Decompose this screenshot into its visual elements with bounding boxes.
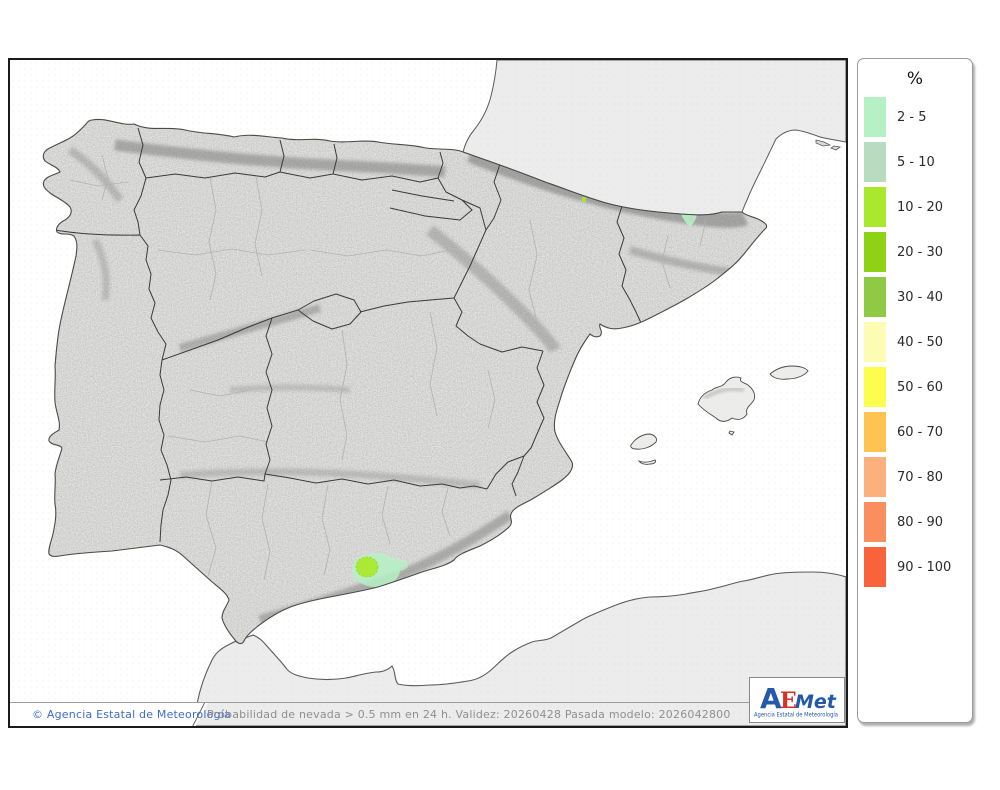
map-frame: © Agencia Estatal de Meteorología Probab… <box>8 58 848 728</box>
legend-row: 40 - 50 <box>864 322 972 362</box>
legend-range-label: 70 - 80 <box>897 469 944 485</box>
menorca-island <box>769 365 809 380</box>
legend-range-label: 90 - 100 <box>897 559 952 575</box>
legend-color-swatch <box>864 322 886 362</box>
mallorca-ridge <box>703 387 745 400</box>
legend-color-swatch <box>864 97 886 137</box>
legend-row: 30 - 40 <box>864 277 972 317</box>
legend-range-label: 30 - 40 <box>897 289 944 305</box>
snow-dot-cantabrian <box>582 197 586 202</box>
legend-color-swatch <box>864 547 886 587</box>
legend-panel: % 2 - 5 5 - 10 10 - 20 20 - 30 30 - 40 4… <box>857 58 973 723</box>
french-coast-islets <box>815 139 841 151</box>
legend-color-swatch <box>864 187 886 227</box>
legend-range-label: 20 - 30 <box>897 244 944 260</box>
map-caption-text: Probabilidad de nevada > 0.5 mm en 24 h.… <box>207 708 731 721</box>
legend-color-swatch <box>864 277 886 317</box>
legend-range-label: 40 - 50 <box>897 334 944 350</box>
legend-color-swatch <box>864 412 886 452</box>
legend-range-label: 60 - 70 <box>897 424 944 440</box>
legend-items: 2 - 5 5 - 10 10 - 20 20 - 30 30 - 40 40 … <box>858 97 972 587</box>
formentera-island <box>637 459 657 465</box>
legend-color-swatch <box>864 457 886 497</box>
legend-range-label: 10 - 20 <box>897 199 944 215</box>
snow-area-pyrenees-core <box>688 216 694 222</box>
portugal-border <box>54 229 172 543</box>
legend-title: % <box>906 69 924 89</box>
province-boundaries <box>69 154 707 581</box>
legend-range-label: 2 - 5 <box>897 109 927 125</box>
footer-bar: © Agencia Estatal de Meteorología Probab… <box>10 702 846 726</box>
legend-color-swatch <box>864 502 886 542</box>
copyright-text: © Agencia Estatal de Meteorología <box>32 708 231 721</box>
legend-row: 5 - 10 <box>864 142 972 182</box>
legend-range-label: 80 - 90 <box>897 514 944 530</box>
map-image <box>10 60 846 726</box>
legend-row: 10 - 20 <box>864 187 972 227</box>
legend-row: 70 - 80 <box>864 457 972 497</box>
region-boundaries <box>54 127 642 543</box>
legend-row: 50 - 60 <box>864 367 972 407</box>
legend-row: 80 - 90 <box>864 502 972 542</box>
legend-color-swatch <box>864 232 886 272</box>
snow-area-sierra-nevada-core <box>355 556 379 578</box>
logo-letter-e: E <box>780 688 797 714</box>
footer-copyright-box <box>10 703 208 726</box>
legend-row: 60 - 70 <box>864 412 972 452</box>
logo-letters-met: Met <box>795 691 837 713</box>
cabrera-island <box>728 430 735 436</box>
aemet-logo: A E Met Agencia Estatal de Meteorología <box>749 677 845 723</box>
legend-row: 20 - 30 <box>864 232 972 272</box>
legend-color-swatch <box>864 142 886 182</box>
legend-color-swatch <box>864 367 886 407</box>
legend-range-label: 50 - 60 <box>897 379 944 395</box>
ibiza-island <box>630 433 657 450</box>
legend-range-label: 5 - 10 <box>897 154 935 170</box>
snow-probability-overlays <box>352 197 697 587</box>
africa-landmass <box>195 571 846 726</box>
legend-row: 2 - 5 <box>864 97 972 137</box>
legend-row: 90 - 100 <box>864 547 972 587</box>
logo-subtitle: Agencia Estatal de Meteorología <box>754 712 838 719</box>
snow-area-sierra-nevada-lobe <box>390 559 408 571</box>
logo-letter-a: A <box>760 682 782 715</box>
